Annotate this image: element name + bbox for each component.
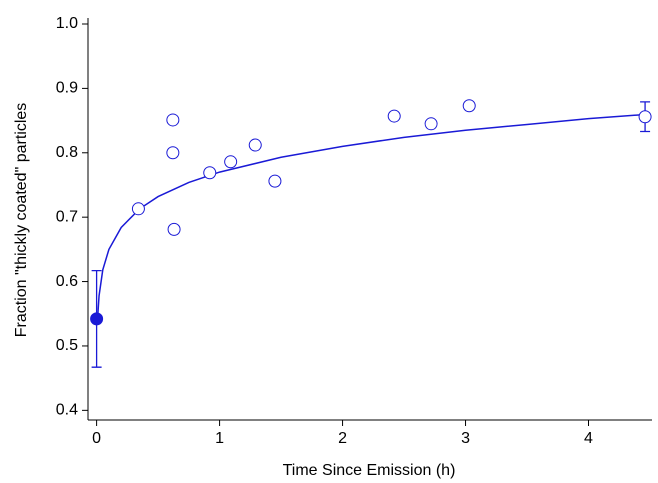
data-point <box>424 117 438 131</box>
x-tick-label: 3 <box>461 430 470 447</box>
data-point <box>166 146 180 160</box>
y-axis-label: Fraction "thickly coated" particles <box>13 103 30 338</box>
y-tick-label: 0.8 <box>56 144 78 161</box>
data-point <box>224 155 238 169</box>
data-point <box>248 138 262 152</box>
x-tick-label: 2 <box>338 430 347 447</box>
x-axis-label: Time Since Emission (h) <box>283 462 456 479</box>
y-tick-label: 1.0 <box>56 15 78 32</box>
data-point <box>268 174 282 188</box>
fit-line <box>97 113 651 315</box>
y-tick-label: 0.4 <box>56 402 78 419</box>
x-tick-label: 0 <box>92 430 101 447</box>
x-tick-label: 4 <box>584 430 593 447</box>
data-point <box>387 109 401 123</box>
data-point <box>131 202 145 216</box>
x-tick-label: 1 <box>215 430 224 447</box>
y-tick-label: 0.7 <box>56 208 78 225</box>
data-point <box>638 110 652 124</box>
data-point <box>203 166 217 180</box>
y-tick-label: 0.9 <box>56 80 78 97</box>
y-tick-label: 0.5 <box>56 337 78 354</box>
y-tick-label: 0.6 <box>56 273 78 290</box>
data-point <box>90 312 104 326</box>
data-point <box>462 99 476 113</box>
data-point <box>166 113 180 127</box>
data-point <box>167 222 181 236</box>
